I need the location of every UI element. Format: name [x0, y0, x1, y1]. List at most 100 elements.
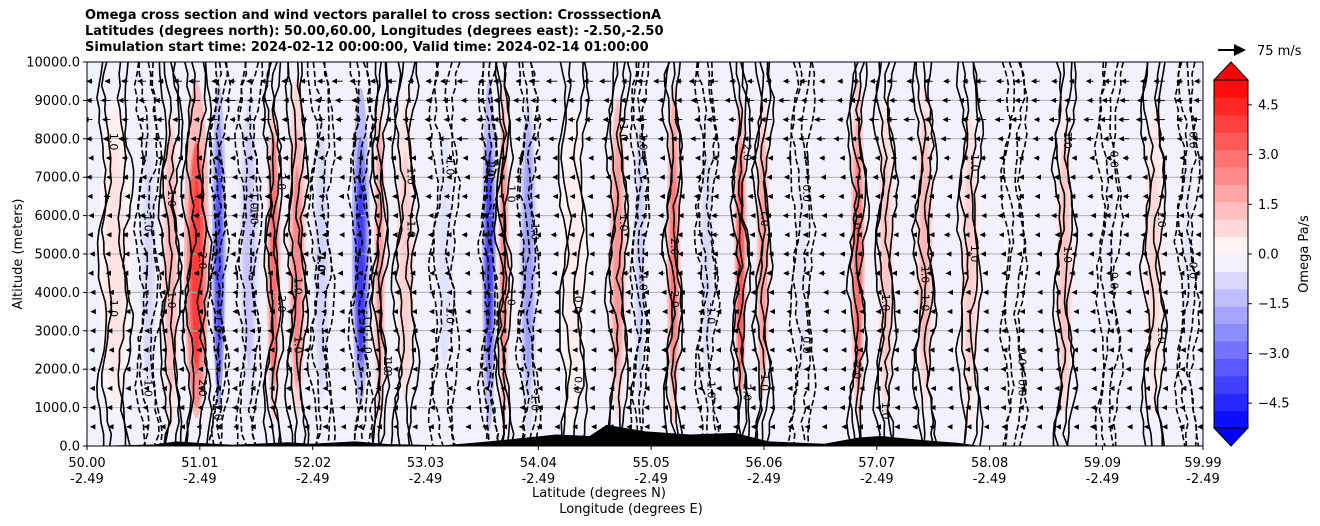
contour-line-24-r0	[857, 62, 871, 446]
omega-band-9-level-3	[357, 181, 364, 351]
colorbar-segment-15	[1214, 149, 1248, 168]
x-tick-lat-label-1: 51.01	[181, 456, 218, 471]
contour-label-9: -1.0	[212, 311, 225, 332]
y-axis: 0.0 1000.0 2000.0 3000.0 4000.0 5000.0 6000.0 7…	[26, 56, 87, 455]
x-axis: 50.00-2.4951.01-2.4952.02-2.4953.03-2.49…	[68, 446, 1222, 487]
contour-line-8-l1	[310, 62, 323, 446]
contour-line-8-l0	[306, 62, 320, 446]
contour-label-50: 1.0	[879, 402, 892, 420]
contour-label-6: 2.0	[196, 252, 209, 270]
contour-line-30-r1	[1108, 62, 1121, 446]
colorbar-segment-16	[1214, 132, 1248, 151]
x-tick-lon-label-4: -2.49	[521, 472, 555, 487]
contour-label-23: 1.0	[405, 220, 418, 238]
contour-line-1-r1	[147, 62, 160, 446]
contour-label-43: 2.0	[740, 383, 753, 401]
contour-line-27-r1	[969, 62, 980, 446]
terrain-silhouette	[87, 424, 1203, 446]
contour-line-25-r1	[883, 62, 896, 446]
contour-line-4-r0	[217, 62, 232, 446]
omega-band-31-level-3	[1150, 167, 1158, 339]
contour-line-14-r1	[499, 62, 513, 446]
contour-label-29: 1.0	[504, 185, 517, 203]
y-axis-label: Altitude (meters)	[11, 199, 26, 310]
x-tick-lon-label-5: -2.49	[634, 472, 668, 487]
x-axis-label-latitude: Latitude (degrees N)	[532, 486, 666, 501]
contour-line-6-l0	[261, 62, 275, 446]
y-tick-label-7: 7000.0	[35, 171, 81, 186]
colorbar-segment-12	[1214, 201, 1248, 220]
contour-label-55: 1.0	[968, 245, 981, 262]
contour-label-17: -1.0	[314, 250, 327, 271]
contour-label-5: 1.0	[165, 291, 178, 309]
contour-line-2-l1	[160, 62, 173, 446]
contour-label-40: -1.0	[705, 303, 718, 324]
contour-line-7-r1	[295, 62, 308, 446]
contour-line-24-l1	[848, 62, 861, 446]
colorbar-segment-17	[1214, 114, 1248, 133]
contour-line-0-r1	[116, 62, 129, 446]
contour-line-8-r0	[323, 62, 337, 446]
contour-label-33: 0.0	[572, 376, 585, 394]
colorbar: −4.5 −3.0 −1.5 0.0 1.5 3.0 4.5	[1212, 61, 1290, 447]
contour-line-19-r1	[670, 62, 684, 446]
x-tick-lon-label-10: -2.49	[1186, 472, 1220, 487]
contour-label-21: 1.0	[381, 355, 394, 373]
omega-band-27-level-3	[965, 155, 974, 370]
contour-line-29-r1	[1062, 62, 1075, 446]
contour-label-61: 0.0	[1108, 272, 1121, 290]
contour-line-1-l0	[132, 62, 146, 446]
contour-line-28-l1	[1003, 62, 1016, 446]
omega-band-28-level-3	[1010, 154, 1018, 347]
contour-label-13: 2.0	[275, 173, 288, 191]
x-tick-lat-label-0: 50.00	[68, 456, 105, 471]
contour-label-39: 2.0	[668, 238, 681, 256]
contour-line-13-r0	[489, 62, 500, 446]
contour-label-31: -1.0	[529, 219, 542, 240]
contour-label-49: 2.0	[851, 212, 864, 230]
contour-line-15-l0	[514, 62, 528, 446]
contour-label-48: 2.0	[851, 362, 864, 380]
x-tick-lat-label-3: 53.03	[407, 456, 444, 471]
contour-line-6-r1	[270, 62, 283, 446]
contour-label-58: 1.0	[1061, 246, 1074, 264]
colorbar-segment-4	[1214, 341, 1248, 359]
contour-line-5-r0	[251, 62, 264, 446]
omega-band-17-level-3	[614, 165, 621, 339]
contour-label-22: 1.0	[405, 167, 418, 185]
contour-label-59: 1.0	[1061, 131, 1074, 149]
contour-line-10-r0	[378, 62, 391, 446]
contour-line-30-r0	[1111, 62, 1125, 446]
x-tick-lon-label-7: -2.49	[860, 472, 894, 487]
omega-band-1-level-3	[144, 171, 153, 367]
contour-label-20: 1.0	[381, 359, 394, 377]
colorbar-tick-label-2: −1.5	[1258, 297, 1290, 312]
contour-label-64: 0.0	[1186, 262, 1199, 280]
contour-line-6-r0	[272, 62, 285, 446]
contour-label-24: -1.0	[444, 154, 457, 175]
x-tick-lat-label-6: 56.06	[745, 456, 782, 471]
x-tick-lat-label-5: 55.05	[633, 456, 670, 471]
contour-line-15-l1	[518, 62, 531, 446]
colorbar-segment-14	[1214, 167, 1248, 185]
contour-label-0: 1.0	[107, 133, 120, 151]
colorbar-segment-5	[1214, 323, 1248, 342]
contour-label-56: 0.0	[1015, 379, 1028, 397]
colorbar-segment-7	[1214, 288, 1248, 307]
colorbar-tick-label-4: 1.5	[1258, 198, 1279, 213]
contour-label-19: -1.0	[361, 311, 374, 332]
contour-line-5-r1	[247, 62, 261, 446]
contour-label-57: 0.0	[1015, 348, 1028, 366]
contour-label-7: 2.0	[196, 379, 209, 397]
contour-line-16-l0	[557, 62, 569, 446]
colorbar-segment-11	[1214, 219, 1248, 238]
y-tick-label-4: 4000.0	[35, 286, 81, 301]
colorbar-tick-label-1: −3.0	[1258, 347, 1290, 362]
contour-line-12-l1	[431, 62, 445, 446]
wind-vectors	[87, 78, 1203, 430]
colorbar-label: Omega Pa/s	[1297, 215, 1312, 293]
contour-line-15-r0	[529, 62, 542, 446]
contour-label-52: 1.0	[919, 294, 932, 312]
contour-line-31-r1	[1152, 62, 1166, 446]
